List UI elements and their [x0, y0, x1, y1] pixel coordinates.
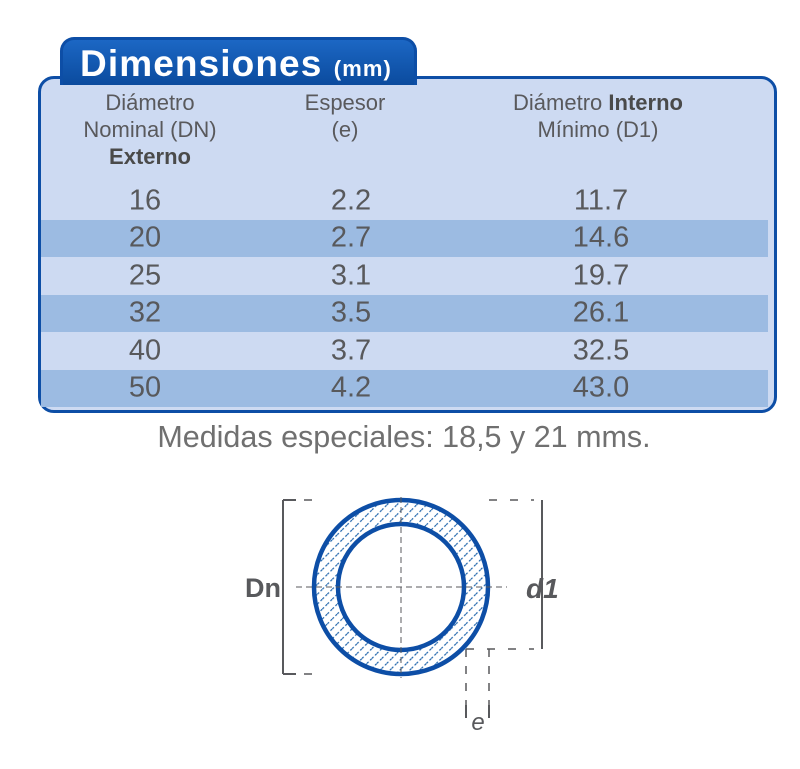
svg-text:d1: d1 [526, 573, 559, 604]
svg-text:e: e [471, 709, 484, 736]
svg-text:Dn: Dn [245, 573, 281, 603]
